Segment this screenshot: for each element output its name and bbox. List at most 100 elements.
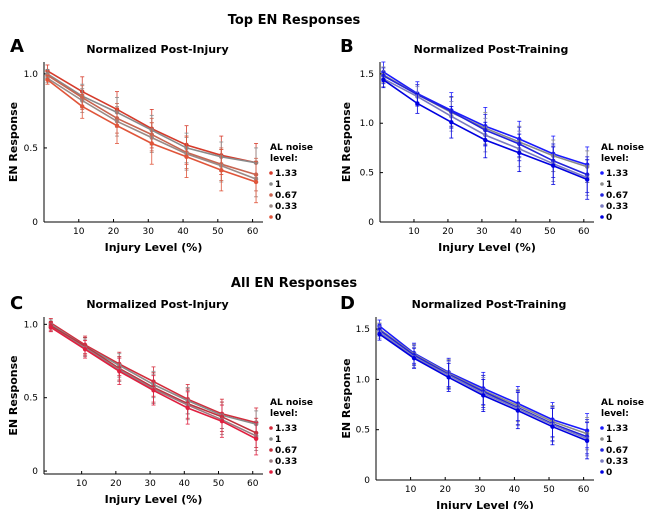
- x-tick-label: 20: [108, 227, 120, 237]
- y-tick-label: 0: [364, 476, 370, 486]
- legend-entry: 1: [275, 180, 281, 190]
- legend-entry: 1.33: [606, 424, 628, 434]
- data-point: [481, 393, 486, 398]
- x-axis-label: Injury Level (%): [105, 241, 203, 254]
- legend-entry: 0.33: [606, 457, 628, 467]
- x-tick-label: 10: [73, 227, 85, 237]
- y-tick-label: 1.5: [356, 325, 370, 335]
- legend-entry: 1: [606, 180, 612, 190]
- legend-entry: 0.67: [606, 446, 628, 456]
- panel-letter: B: [340, 36, 354, 57]
- legend-marker: [600, 171, 604, 175]
- legend-marker: [269, 193, 273, 197]
- data-point: [517, 150, 522, 156]
- chart-panel-c: C Normalized Post-Injury Injury Level (%) E…: [7, 293, 313, 506]
- data-point: [515, 408, 521, 413]
- y-tick-label: 1.0: [356, 375, 371, 385]
- x-tick-label: 30: [143, 227, 155, 237]
- x-tick-label: 10: [76, 479, 88, 489]
- legend-entry: 0.67: [606, 191, 628, 201]
- data-point: [185, 405, 190, 411]
- y-tick-label: 0.5: [356, 426, 370, 436]
- x-tick-label: 20: [110, 479, 122, 489]
- data-point: [80, 104, 85, 109]
- x-tick-label: 10: [408, 227, 420, 237]
- legend-marker: [269, 437, 273, 441]
- y-tick-label: 0: [32, 218, 38, 228]
- data-point: [550, 424, 555, 429]
- legend-entry: 0: [606, 213, 612, 223]
- data-point: [149, 141, 154, 146]
- data-point: [584, 438, 590, 443]
- data-point: [117, 369, 122, 374]
- legend-entry: 1: [275, 435, 281, 445]
- section-title-top: Top EN Responses: [228, 13, 361, 28]
- y-tick-label: 1.5: [360, 70, 374, 80]
- legend-marker: [269, 182, 273, 186]
- x-tick-label: 40: [177, 227, 189, 237]
- x-tick-label: 30: [474, 485, 486, 495]
- data-point: [585, 177, 590, 182]
- legend-entry: 0: [275, 213, 281, 223]
- legend-marker: [600, 193, 604, 197]
- legend-entry: 0.33: [275, 202, 297, 212]
- x-tick-label: 60: [578, 227, 590, 237]
- x-axis-label: Injury Level (%): [105, 493, 203, 506]
- x-tick-label: 50: [543, 485, 555, 495]
- legend-marker: [600, 448, 604, 452]
- legend-entry: 0.33: [275, 457, 297, 467]
- data-point: [184, 154, 189, 160]
- legend-marker: [269, 171, 273, 175]
- x-tick-label: 60: [247, 479, 259, 489]
- panel-letter: A: [10, 36, 24, 57]
- legend-marker: [600, 437, 604, 441]
- legend-marker: [600, 182, 604, 186]
- data-point: [219, 167, 224, 173]
- legend-marker: [269, 215, 273, 219]
- y-tick-label: 1.0: [360, 119, 375, 129]
- data-point: [483, 137, 488, 143]
- y-tick-label: 0.5: [24, 144, 38, 154]
- legend-marker: [269, 459, 273, 463]
- x-tick-label: 30: [144, 479, 156, 489]
- legend-title: AL noise level:: [270, 398, 313, 419]
- x-axis-label: Injury Level (%): [436, 499, 534, 509]
- y-axis-label: EN Response: [340, 358, 353, 438]
- x-tick-label: 40: [509, 485, 521, 495]
- x-tick-label: 50: [544, 227, 556, 237]
- data-point: [82, 347, 88, 352]
- x-tick-label: 20: [442, 227, 454, 237]
- legend-marker: [269, 448, 273, 452]
- y-tick-label: 0.5: [24, 394, 38, 404]
- series-0: [45, 74, 259, 204]
- y-tick-label: 1.0: [24, 70, 39, 80]
- x-axis-label: Injury Level (%): [438, 241, 536, 254]
- data-point: [411, 356, 417, 361]
- y-axis-label: EN Response: [7, 355, 20, 435]
- data-point: [48, 325, 54, 330]
- x-tick-label: 40: [510, 227, 522, 237]
- legend-entry: 1.33: [606, 169, 628, 179]
- section-title-all: All EN Responses: [231, 276, 357, 291]
- legend-entry: 0.67: [275, 446, 297, 456]
- plot-title: Normalized Post-Training: [414, 43, 569, 56]
- data-point: [377, 331, 382, 337]
- plot-title: Normalized Post-Injury: [86, 43, 228, 56]
- x-tick-label: 30: [476, 227, 488, 237]
- legend-entry: 1.33: [275, 169, 297, 179]
- x-tick-label: 40: [179, 479, 191, 489]
- legend-marker: [269, 470, 273, 474]
- data-point: [219, 418, 225, 424]
- legend-marker: [600, 426, 604, 430]
- data-point: [253, 179, 259, 185]
- x-tick-label: 50: [212, 227, 224, 237]
- y-tick-label: 0: [32, 467, 38, 477]
- y-tick-label: 0.5: [360, 169, 374, 179]
- chart-panel-b: B Normalized Post-Training Injury Level (%…: [340, 36, 644, 254]
- x-tick-label: 20: [439, 485, 451, 495]
- panels: A Normalized Post-Injury Injury Level (%) E…: [7, 36, 644, 512]
- legend-entry: 0.33: [606, 202, 628, 212]
